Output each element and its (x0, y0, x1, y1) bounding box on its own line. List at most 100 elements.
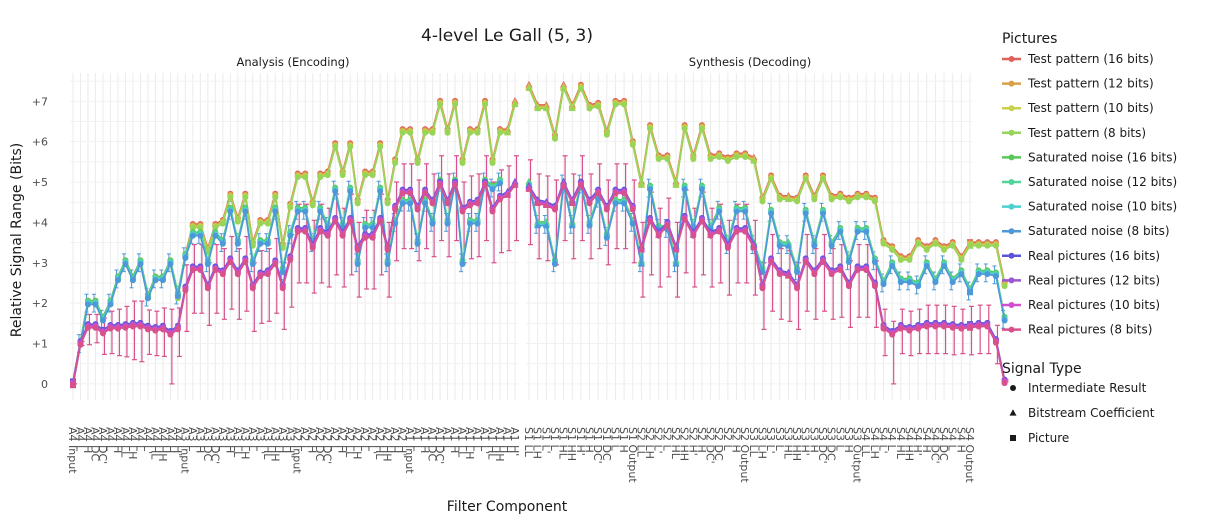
data-point (332, 188, 339, 195)
data-point (603, 131, 610, 138)
data-point (551, 206, 558, 213)
data-point (716, 208, 723, 215)
x-tick-label: S4 LL (859, 427, 872, 458)
x-tick-label: A2 H (306, 427, 319, 453)
data-point (967, 289, 973, 296)
data-point (264, 240, 271, 247)
data-point (828, 271, 835, 278)
data-point (219, 220, 226, 227)
legend-swatch-marker (1008, 129, 1015, 136)
data-point (889, 246, 896, 253)
data-point (560, 84, 568, 91)
x-tick-label: A4 DC (88, 427, 101, 461)
legend-shape-square-icon (1010, 435, 1016, 441)
data-point (324, 232, 331, 239)
x-tick-label: S1 HH (565, 427, 578, 461)
data-point (629, 206, 636, 213)
x-tick-label: S1 LH (531, 427, 544, 459)
x-tick-label: A2 LL (343, 427, 356, 458)
x-tick-label: A3 H (276, 427, 289, 453)
x-tick-label: A2 L' (366, 427, 379, 454)
x-tick-label: S1 L' (539, 427, 552, 454)
x-tick-label: A3 L (186, 427, 199, 452)
data-point (525, 185, 533, 192)
data-point (204, 260, 211, 267)
data-point (880, 281, 887, 288)
x-tick-label: S3 HL (781, 427, 794, 460)
data-point (197, 232, 204, 239)
x-tick-label: A4 H (81, 427, 94, 453)
data-point (759, 285, 766, 292)
data-point (92, 301, 99, 308)
data-point (949, 279, 956, 286)
data-point (568, 221, 576, 229)
x-tick-label: A3 L (216, 427, 229, 452)
data-point (459, 160, 466, 167)
data-point (690, 232, 697, 239)
data-point (595, 190, 602, 197)
data-point (854, 228, 861, 235)
data-point (759, 198, 766, 205)
data-point (776, 242, 783, 249)
data-point (923, 246, 930, 253)
data-point (70, 382, 76, 389)
data-point (1001, 317, 1008, 324)
x-tick-label: S4 L (885, 427, 898, 451)
x-tick-label: A1 L (441, 427, 454, 452)
x-tick-label: S3 H (807, 427, 820, 453)
data-point (655, 155, 662, 162)
y-tick-label: +3 (32, 257, 48, 270)
data-point (137, 260, 144, 267)
data-point (384, 260, 391, 267)
series-11 (70, 181, 519, 389)
data-point (906, 279, 913, 286)
data-point (932, 323, 939, 330)
legend-shape-label: Intermediate Result (1028, 381, 1147, 395)
data-point (551, 260, 558, 267)
data-point (984, 242, 991, 249)
data-point (392, 220, 399, 227)
data-point (144, 295, 151, 302)
x-tick-label: S3 Output (851, 427, 864, 483)
y-tick-label: +5 (32, 176, 48, 189)
data-point (332, 143, 339, 150)
data-point (182, 287, 189, 294)
x-tick-label: S3 L (833, 427, 846, 451)
data-point (958, 256, 965, 263)
x-tick-label: A3 H (223, 427, 236, 453)
data-point (444, 220, 451, 227)
data-point (612, 101, 619, 108)
data-point (257, 240, 264, 247)
data-point (107, 325, 114, 332)
x-tick-label: S3 L' (764, 427, 777, 454)
data-point (384, 246, 391, 253)
data-point (444, 129, 451, 136)
data-point (257, 220, 264, 227)
data-point (586, 105, 593, 112)
data-point (707, 232, 714, 239)
data-point (794, 198, 801, 205)
data-point (595, 103, 602, 110)
data-point (889, 331, 896, 338)
data-point (637, 260, 645, 267)
data-point (568, 199, 576, 207)
panel-title-synthesis: Synthesis (Decoding) (689, 55, 811, 69)
data-point (1001, 283, 1008, 290)
data-point (354, 260, 361, 267)
x-tick-label: S2 L' (652, 427, 665, 454)
x-tick-label: A1 H (501, 427, 514, 453)
x-tick-label: A3 L (246, 427, 259, 452)
legend-swatch-marker (1008, 252, 1015, 259)
data-point (742, 208, 749, 215)
data-point (698, 125, 705, 132)
x-tick-label: S3 DC' (816, 427, 829, 464)
data-point (511, 181, 519, 188)
data-point (429, 200, 436, 207)
data-point (227, 208, 234, 215)
data-point (941, 246, 948, 253)
x-tick-label: A4 L (103, 427, 116, 452)
data-point (122, 260, 129, 267)
x-tick-label: A2 H' (396, 427, 409, 456)
x-tick-label: A2 HL (373, 427, 386, 460)
